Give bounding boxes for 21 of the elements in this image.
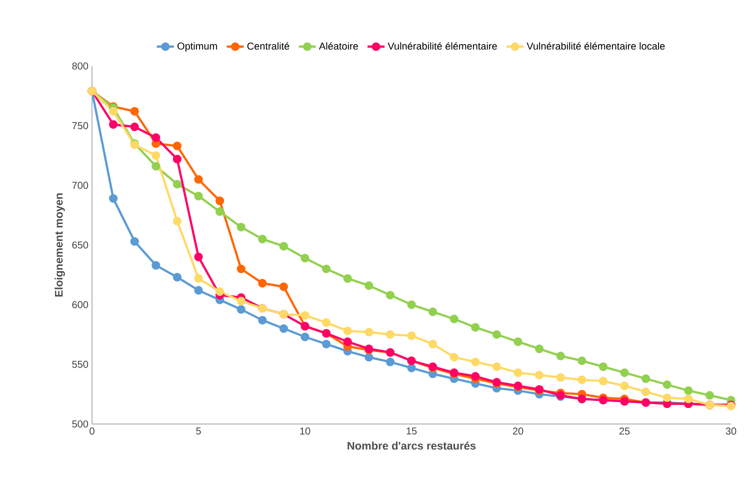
y-tick-label: 800	[72, 62, 88, 70]
y-tick-label: 750	[72, 122, 88, 130]
y-tick-label: 550	[72, 360, 88, 368]
y-tick-label: 500	[72, 420, 88, 428]
x-tick-label: 30	[726, 428, 736, 435]
x-tick-label: 15	[406, 428, 417, 435]
x-tick-label: 25	[619, 428, 630, 435]
x-tick-label: 20	[512, 428, 524, 435]
legend-label: Vulnérabilité élémentaire locale	[526, 42, 665, 50]
legend-label: Centralité	[247, 42, 290, 50]
y-tick-label: 700	[72, 182, 88, 189]
y-axis-title: Eloignement moyen	[54, 193, 65, 297]
legend-label: Vulnérabilité élémentaire	[388, 42, 497, 50]
x-tick-label: 10	[300, 428, 310, 435]
x-tick-label: 5	[196, 428, 201, 435]
y-tick-label: 600	[72, 301, 88, 308]
legend-label: Optimum	[178, 42, 217, 52]
y-tick-label: 650	[72, 241, 88, 249]
x-axis-title: Nombre d'arcs restaurés	[348, 441, 476, 450]
x-tick-label: 0	[90, 428, 94, 435]
legend-label: Aléatoire	[318, 42, 358, 50]
